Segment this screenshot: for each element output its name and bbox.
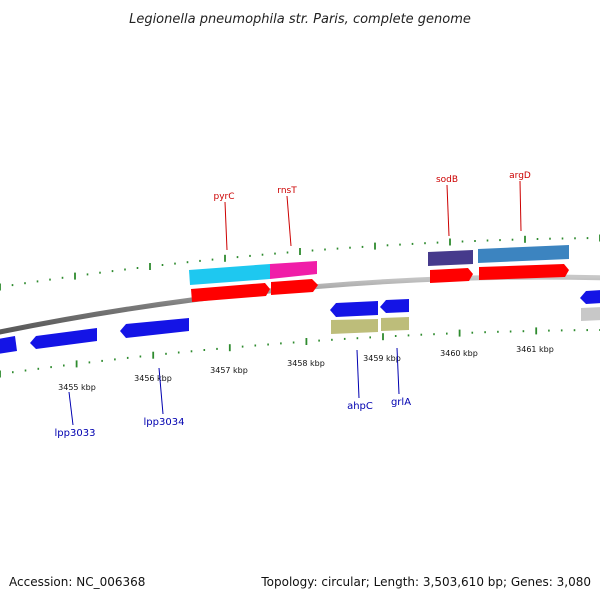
scale-label: 3458 kbp bbox=[287, 359, 325, 368]
feature-grlA-misc bbox=[381, 317, 409, 331]
outer-tick-ring bbox=[0, 234, 600, 291]
reverse-gene-labels: lpp3033 lpp3034 ahpC grlA bbox=[55, 347, 411, 439]
scale-label: 3457 kbp bbox=[210, 366, 248, 375]
cds-left-edge bbox=[0, 336, 17, 354]
feature-track-bottom bbox=[331, 307, 600, 334]
leader-line-rnsT bbox=[286, 195, 292, 247]
leader-line-lpp3034 bbox=[158, 367, 164, 415]
leader-line-pyrC bbox=[224, 201, 228, 251]
feature-ahpC-misc bbox=[331, 319, 378, 334]
cds-pyrC bbox=[191, 283, 270, 302]
leader-line-lpp3033 bbox=[68, 391, 74, 426]
gene-label-argD: argD bbox=[509, 171, 531, 181]
gene-label-lpp3034: lpp3034 bbox=[144, 417, 185, 428]
scale-label: 3461 kbp bbox=[516, 345, 554, 354]
feature-pyrC-misc bbox=[189, 264, 270, 285]
gene-label-rnsT: rnsT bbox=[277, 186, 297, 196]
accession-text: Accession: NC_006368 bbox=[9, 575, 145, 589]
leader-line-sodB bbox=[446, 184, 450, 237]
map-title: Legionella pneumophila str. Paris, compl… bbox=[129, 12, 471, 27]
gene-label-ahpC: ahpC bbox=[347, 401, 373, 412]
feature-sodB-misc bbox=[428, 250, 473, 266]
scale-label: 3459 kbp bbox=[363, 354, 401, 363]
scale-labels: 3455 kbp 3456 kbp 3457 kbp 3458 kbp 3459… bbox=[58, 345, 554, 392]
cds-argD bbox=[479, 264, 569, 280]
scale-label: 3455 kbp bbox=[58, 383, 96, 392]
leader-line-ahpC bbox=[356, 349, 360, 399]
feature-track-top bbox=[189, 245, 569, 285]
cds-ahpC bbox=[330, 301, 378, 317]
cds-right-edge bbox=[580, 290, 600, 304]
cds-rnsT bbox=[271, 279, 318, 295]
cds-reverse-track bbox=[0, 290, 600, 354]
leader-line-argD bbox=[519, 180, 522, 232]
cds-grlA bbox=[380, 299, 409, 313]
cds-forward-track bbox=[191, 264, 569, 302]
inner-tick-ring bbox=[0, 327, 600, 378]
cds-sodB bbox=[430, 268, 473, 283]
feature-rnsT-misc bbox=[270, 261, 317, 279]
cds-lpp3033 bbox=[30, 328, 97, 349]
leader-line-grlA bbox=[396, 347, 400, 395]
gene-label-sodB: sodB bbox=[436, 175, 458, 185]
scale-label: 3460 kbp bbox=[440, 349, 478, 358]
feature-argD-misc bbox=[478, 245, 569, 263]
topology-summary-text: Topology: circular; Length: 3,503,610 bp… bbox=[260, 575, 591, 589]
cds-lpp3034 bbox=[120, 318, 189, 338]
gene-label-grlA: grlA bbox=[391, 397, 411, 408]
gene-label-lpp3033: lpp3033 bbox=[55, 428, 96, 439]
forward-gene-labels: pyrC rnsT sodB argD bbox=[213, 171, 531, 251]
scale-label: 3456 kbp bbox=[134, 374, 172, 383]
feature-right-edge-misc bbox=[581, 307, 600, 321]
gene-label-pyrC: pyrC bbox=[213, 192, 234, 202]
